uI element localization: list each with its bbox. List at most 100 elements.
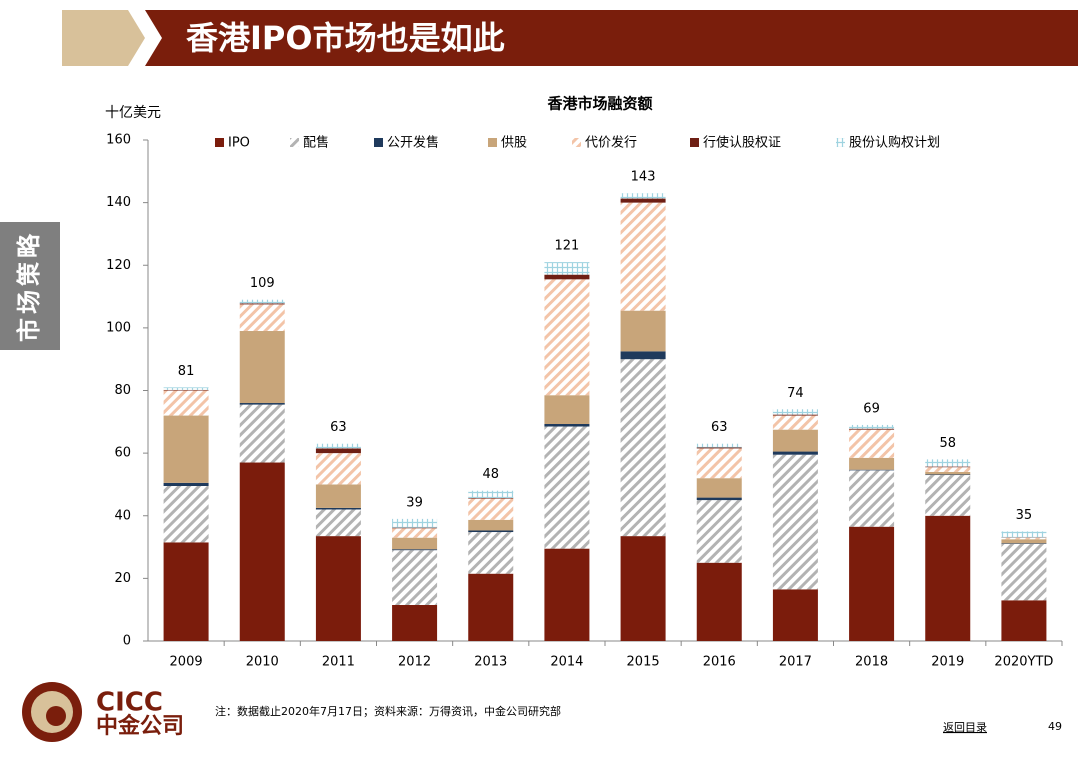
x-tick-label: 2016 bbox=[703, 655, 736, 670]
logo-cn: 中金公司 bbox=[96, 713, 184, 739]
chart-title: 香港市场融资额 bbox=[547, 95, 652, 113]
bar-segment bbox=[772, 415, 818, 430]
bar-segment bbox=[849, 526, 895, 641]
total-label: 109 bbox=[250, 276, 275, 291]
y-tick-label: 100 bbox=[106, 320, 131, 335]
x-tick-label: 2017 bbox=[779, 655, 812, 670]
bar-segment bbox=[392, 550, 438, 605]
legend-swatch bbox=[690, 138, 699, 147]
bar-segment bbox=[772, 429, 818, 452]
x-tick-label: 2015 bbox=[627, 655, 660, 670]
bar-segment bbox=[163, 415, 209, 483]
x-tick-label: 2013 bbox=[474, 655, 507, 670]
bar-segment bbox=[1001, 600, 1047, 641]
x-tick-label: 2018 bbox=[855, 655, 888, 670]
bar-segment bbox=[468, 573, 514, 641]
total-label: 58 bbox=[939, 436, 956, 451]
bar-segment bbox=[544, 426, 590, 549]
total-label: 121 bbox=[555, 239, 580, 254]
legend-swatch bbox=[374, 138, 383, 147]
x-tick-label: 2012 bbox=[398, 655, 431, 670]
logo-en: CICC bbox=[96, 688, 163, 718]
bar-segment bbox=[392, 549, 438, 551]
bar-segment bbox=[239, 303, 285, 305]
bar-segment bbox=[315, 448, 361, 454]
legend-label: 供股 bbox=[501, 136, 527, 151]
y-tick-label: 0 bbox=[123, 634, 131, 649]
y-tick-label: 40 bbox=[114, 508, 131, 523]
bar-segment bbox=[925, 467, 971, 472]
bar-segment bbox=[620, 202, 666, 311]
bar-segment bbox=[544, 548, 590, 641]
side-label: 市场策略 bbox=[15, 230, 43, 342]
bar-segment bbox=[620, 310, 666, 352]
bar-segment bbox=[163, 482, 209, 487]
total-label: 143 bbox=[631, 170, 656, 185]
bar-segment bbox=[620, 193, 666, 199]
total-label: 81 bbox=[178, 364, 195, 379]
bar-segment bbox=[1001, 543, 1047, 544]
legend-label: 股份认购权计划 bbox=[849, 135, 940, 151]
bar-segment bbox=[849, 429, 895, 458]
bar-segment bbox=[468, 519, 514, 531]
bar-segment bbox=[849, 457, 895, 470]
legend-swatch bbox=[488, 138, 497, 147]
bar-segment bbox=[1001, 543, 1047, 601]
bar-segment bbox=[239, 404, 285, 463]
x-tick-label: 2009 bbox=[170, 655, 203, 670]
bar-segment bbox=[772, 414, 818, 416]
bar-segment bbox=[620, 359, 666, 537]
y-tick-label: 80 bbox=[114, 383, 131, 398]
bar-segment bbox=[315, 453, 361, 485]
header-arrow bbox=[62, 10, 145, 66]
bar-segment bbox=[1001, 537, 1047, 540]
bar-segment bbox=[468, 530, 514, 533]
bar-segment bbox=[392, 528, 438, 538]
bar-segment bbox=[849, 424, 895, 429]
x-tick-label: 2019 bbox=[931, 655, 964, 670]
back-link[interactable]: 返回目录 bbox=[943, 721, 987, 734]
bar-segment bbox=[925, 475, 971, 516]
bar-segment bbox=[925, 466, 971, 468]
bar-segment bbox=[392, 527, 438, 529]
total-label: 35 bbox=[1016, 508, 1033, 523]
legend-swatch bbox=[572, 138, 581, 147]
bar-segment bbox=[696, 447, 742, 449]
legend-label: 行使认股权证 bbox=[703, 135, 781, 151]
legend-label: IPO bbox=[228, 136, 250, 151]
y-axis-label: 十亿美元 bbox=[105, 105, 161, 121]
legend-label: 代价发行 bbox=[585, 135, 637, 151]
bar-segment bbox=[696, 448, 742, 479]
legend-swatch bbox=[836, 138, 845, 147]
footer-note: 注：数据截止2020年7月17日；资料来源：万得资讯，中金公司研究部 bbox=[215, 704, 561, 718]
bar-segment bbox=[696, 478, 742, 498]
x-tick-label: 2011 bbox=[322, 655, 355, 670]
bar-segment bbox=[544, 279, 590, 396]
bar-segment bbox=[925, 471, 971, 475]
bar-segment bbox=[1001, 539, 1047, 544]
page-number: 49 bbox=[1048, 720, 1062, 733]
logo-core bbox=[46, 706, 66, 726]
bar-segment bbox=[544, 262, 590, 275]
total-label: 39 bbox=[406, 495, 423, 510]
bar-segment bbox=[315, 507, 361, 510]
bar-segment bbox=[849, 470, 895, 527]
bar-segment bbox=[544, 395, 590, 425]
bar-segment bbox=[468, 490, 514, 498]
bar-segment bbox=[239, 462, 285, 641]
bar-segment bbox=[544, 424, 590, 427]
bar-segment bbox=[392, 537, 438, 550]
y-tick-label: 140 bbox=[106, 195, 131, 210]
bar-segment bbox=[163, 389, 209, 391]
legend-label: 公开发售 bbox=[387, 135, 439, 151]
bar-segment bbox=[468, 497, 514, 499]
bar-segment bbox=[163, 542, 209, 641]
bar-segment bbox=[1001, 531, 1047, 538]
bar-segment bbox=[696, 562, 742, 641]
total-label: 69 bbox=[863, 401, 880, 416]
bar-segment bbox=[544, 274, 590, 280]
bar-segment bbox=[849, 469, 895, 471]
bar-segment bbox=[620, 198, 666, 203]
legend-label: 配售 bbox=[303, 135, 329, 151]
bar-segment bbox=[239, 403, 285, 405]
